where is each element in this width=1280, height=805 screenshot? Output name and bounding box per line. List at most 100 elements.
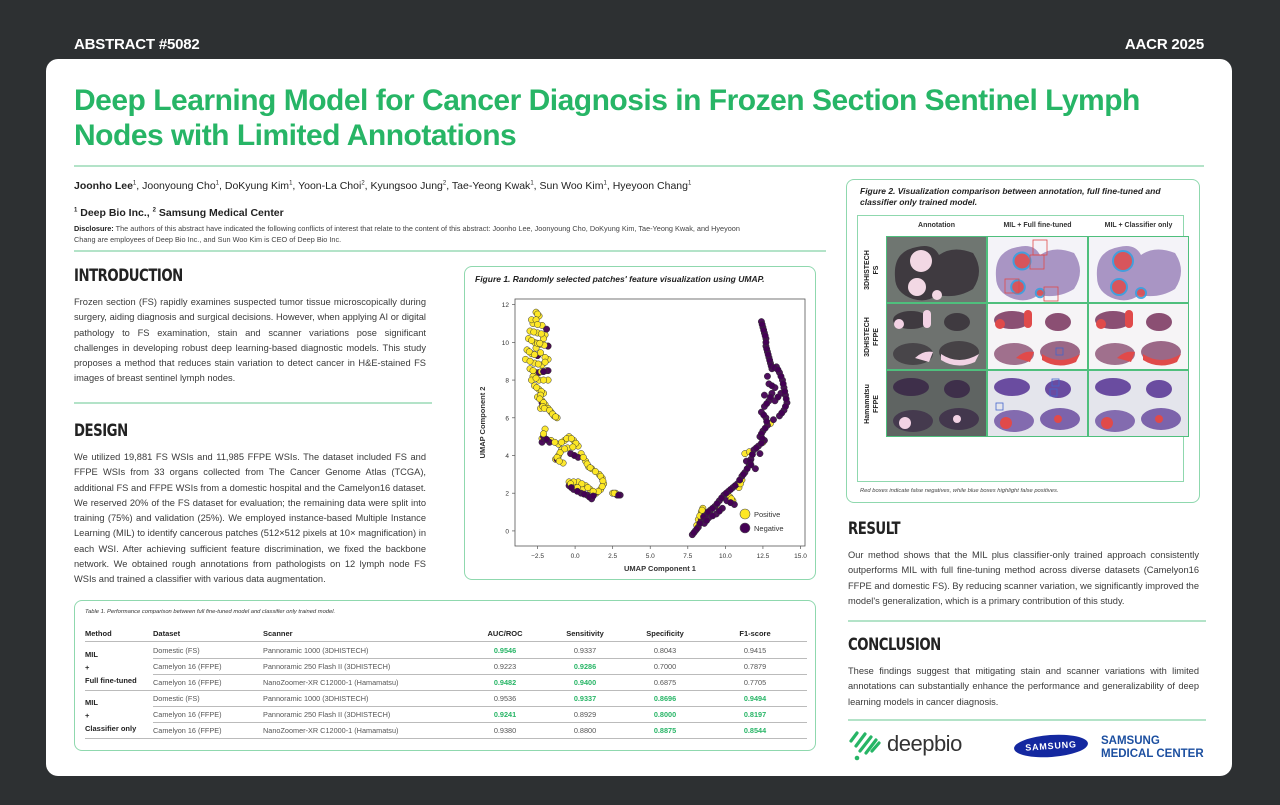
figure1-box: Figure 1. Randomly selected patches' fea…: [464, 266, 816, 580]
figure2-row-header: Hamamatsu FFPE: [858, 370, 886, 437]
affiliation-mark: 2: [361, 180, 365, 187]
title-divider: [74, 165, 1204, 167]
data-point-negative: [567, 484, 575, 491]
data-point-positive: [561, 445, 569, 453]
table-row-rule: [153, 722, 807, 723]
x-tick-label: 7.5: [683, 553, 692, 560]
y-tick-label: 10: [502, 340, 510, 347]
table-cell: Camelyon 16 (FFPE): [153, 710, 222, 719]
table-header-f1-score: F1-score: [739, 629, 771, 638]
data-point-positive: [567, 435, 575, 442]
figure2-column-header: Annotation: [918, 222, 955, 229]
table1-caption: Table 1. Performance comparison between …: [85, 609, 336, 615]
disclosure-label: Disclosure:: [74, 224, 114, 233]
samsung-logo: SAMSUNG: [1013, 732, 1089, 760]
y-tick-label: 4: [505, 453, 509, 460]
deepbio-logo: deepbio: [848, 729, 978, 763]
data-point-negative: [713, 500, 721, 508]
data-point-positive: [584, 484, 592, 491]
data-point-negative: [763, 418, 771, 426]
plot-area: [514, 298, 806, 547]
data-point-negative: [752, 444, 760, 452]
data-point-positive: [532, 374, 540, 382]
data-point-negative: [779, 380, 787, 388]
affiliations: 1 Deep Bio Inc., 2 Samsung Medical Cente…: [74, 207, 284, 219]
data-point-positive: [598, 483, 606, 491]
design-heading: DESIGN: [74, 421, 128, 441]
table-cell: Pannoramic 1000 (3DHISTECH): [263, 694, 369, 703]
table-header-dataset: Dataset: [153, 629, 181, 638]
tissue-image: [994, 310, 1080, 366]
table-cell: Pannoramic 1000 (3DHISTECH): [263, 646, 369, 655]
method-line: MIL: [85, 650, 98, 659]
data-point-negative: [739, 470, 747, 478]
result-heading: RESULT: [848, 519, 901, 539]
table-cell: 0.8000: [653, 710, 677, 719]
smc-logo: SAMSUNG MEDICAL CENTER: [1101, 735, 1204, 760]
table-cell: 0.9223: [493, 662, 517, 671]
data-point-positive: [540, 430, 547, 438]
data-point-positive: [534, 310, 541, 318]
table-cell: Pannoramic 250 Flash II (3DHISTECH): [263, 662, 391, 671]
data-point-negative: [782, 395, 790, 403]
affiliation-mark: 1: [215, 180, 220, 187]
data-point-negative: [727, 485, 735, 493]
data-point-negative: [782, 403, 789, 410]
table-cell: 0.9494: [743, 694, 767, 703]
table-method-label: MIL + Full fine-tuned: [85, 648, 137, 687]
method-line: MIL: [85, 698, 98, 707]
table-header-auc-roc: AUC/ROC: [487, 629, 523, 638]
y-tick-label: 8: [505, 378, 509, 385]
design-text: We utilized 19,881 FS WSIs and 11,985 FF…: [74, 452, 426, 585]
disclosure: Disclosure: The authors of this abstract…: [74, 223, 754, 245]
data-point-negative: [727, 499, 735, 507]
table-cell: NanoZoomer-XR C12000-1 (Hamamatsu): [263, 678, 399, 687]
row-header-line2: FS: [873, 265, 880, 274]
data-point-positive: [541, 358, 549, 366]
table-cell: 0.8043: [653, 646, 677, 655]
table-row-rule: [153, 706, 807, 707]
y-tick-label: 2: [505, 491, 509, 498]
data-point-positive: [531, 351, 538, 359]
table-header-specificity: Specificity: [646, 629, 684, 638]
author-name: DoKyung Kim1: [224, 180, 293, 192]
x-axis-label: UMAP Component 1: [624, 564, 696, 573]
table-header-rule: [85, 641, 807, 642]
table-cell: 0.9415: [743, 646, 767, 655]
table-row-rule: [153, 674, 807, 675]
poster-card: Deep Learning Model for Cancer Diagnosis…: [46, 59, 1232, 776]
table-cell: 0.9337: [573, 694, 597, 703]
data-point-negative: [709, 504, 717, 512]
table-cell: 0.9482: [493, 678, 517, 687]
tissue-image: [1095, 378, 1181, 432]
data-point-negative: [761, 424, 769, 432]
data-point-negative: [781, 387, 789, 395]
data-point-positive: [599, 477, 607, 485]
figure2-caption: Figure 2. Visualization comparison betwe…: [860, 186, 1161, 207]
table-cell: 0.8696: [653, 694, 677, 703]
deepbio-wordmark: deepbio: [887, 731, 962, 756]
result-text: Our method shows that the MIL plus class…: [848, 550, 1199, 606]
row-header-line1: 3DHISTECH: [864, 249, 871, 290]
table-cell: Domestic (FS): [153, 694, 200, 703]
data-point-positive: [552, 413, 560, 421]
table-cell: Domestic (FS): [153, 646, 200, 655]
table-cell: 0.7705: [743, 678, 767, 687]
table-cell: 0.9286: [573, 662, 597, 671]
tissue-image: [1095, 310, 1181, 366]
table-cell: 0.9241: [493, 710, 517, 719]
data-point-positive: [537, 349, 544, 357]
tissue-image: [1096, 246, 1181, 301]
table1-box: Table 1. Performance comparison between …: [74, 600, 816, 751]
method-line: +: [85, 663, 90, 672]
data-point-negative: [696, 519, 704, 527]
data-point-negative: [756, 450, 764, 458]
table-header-method: Method: [85, 629, 112, 638]
author-name-text: Joonho Lee: [74, 180, 133, 192]
data-point-negative: [778, 409, 786, 417]
data-point-negative: [757, 439, 765, 447]
legend-marker-negative: [739, 522, 751, 534]
data-point-positive: [530, 328, 538, 336]
legend-label-positive: Positive: [754, 510, 780, 519]
tissue-image: [893, 310, 979, 366]
